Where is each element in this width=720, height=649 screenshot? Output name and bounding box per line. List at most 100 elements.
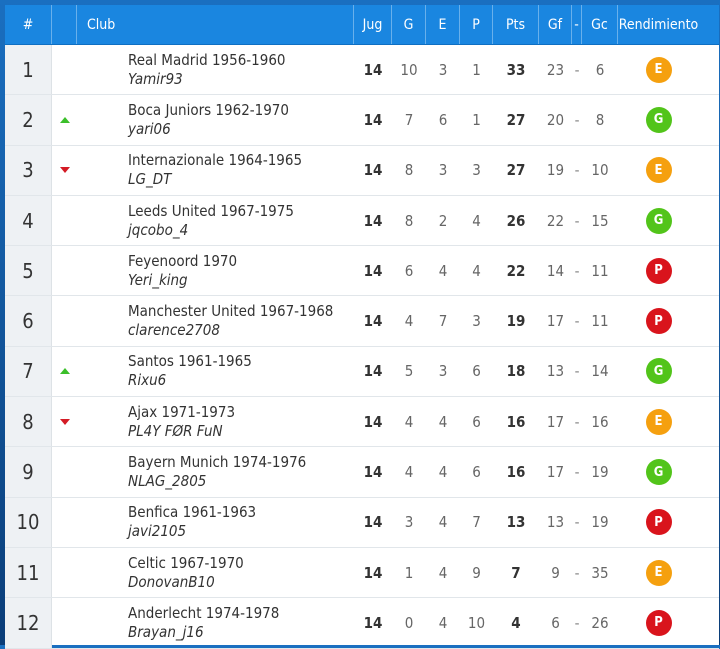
manager-username[interactable]: DonovanB10 [128, 572, 215, 591]
won-cell: 4 [404, 463, 414, 482]
manager-username[interactable]: Rixu6 [128, 371, 167, 390]
club-cell[interactable]: Benfica 1961-1963 javi2105 [77, 498, 354, 547]
team-name[interactable]: Benfica 1961-1963 [128, 503, 257, 522]
points-cell: 16 [506, 412, 526, 431]
table-row[interactable]: 12 Anderlecht 1974-1978 Brayan_j16 14 0 4 10 4 6… [5, 598, 719, 649]
manager-username[interactable]: PL4Y FØR FuN [128, 421, 223, 440]
table-row[interactable]: 7 Santos 1961-1965 Rixu6 14 5 3 6 18 13-14 G [5, 346, 719, 398]
team-name[interactable]: Leeds United 1967-1975 [128, 201, 294, 220]
goals-for-cell: 19 [546, 161, 565, 180]
performance-cell: P [618, 246, 699, 295]
performance-badge: E [645, 559, 672, 586]
table-row[interactable]: 4 Leeds United 1967-1975 jqcobo_4 14 8 2 4 26 22… [5, 195, 719, 247]
table-row[interactable]: 3 Internazionale 1964-1965 LG_DT 14 8 3 3 27 19-… [5, 145, 719, 196]
points-cell: 22 [506, 261, 526, 280]
played-cell: 14 [363, 412, 383, 431]
played-cell: 14 [363, 312, 383, 331]
performance-badge: G [645, 459, 672, 486]
manager-username[interactable]: yari06 [128, 119, 171, 138]
table-row[interactable]: 6 Manchester United 1967-1968 clarence2708… [5, 296, 719, 347]
team-name[interactable]: Bayern Munich 1974-1976 [128, 453, 307, 472]
points-cell: 16 [506, 463, 526, 482]
header-points[interactable]: Pts [493, 5, 539, 44]
movement-cell [52, 598, 77, 647]
table-row[interactable]: 9 Bayern Munich 1974-1976 NLAG_2805 14 4 4 6 16… [5, 447, 719, 498]
header-goals-for[interactable]: Gf [539, 5, 572, 44]
goals-against-cell: 15 [591, 211, 609, 230]
header-won[interactable]: G [392, 5, 426, 44]
manager-username[interactable]: javi2105 [128, 522, 187, 541]
lost-cell: 10 [467, 613, 486, 632]
club-cell[interactable]: Ajax 1971-1973 PL4Y FØR FuN [77, 397, 354, 446]
header-goals-against[interactable]: Gc [582, 5, 618, 44]
position-cell: 6 [5, 296, 52, 346]
performance-cell: E [618, 548, 699, 597]
club-cell[interactable]: Celtic 1967-1970 DonovanB10 [77, 548, 354, 597]
header-position[interactable]: # [5, 5, 52, 44]
position-cell: 1 [5, 45, 52, 95]
drawn-cell: 3 [438, 362, 448, 381]
table-row[interactable]: 2 Boca Juniors 1962-1970 yari06 14 7 6 1 27 20-8… [5, 95, 719, 146]
movement-cell [52, 548, 77, 597]
team-name[interactable]: Manchester United 1967-1968 [128, 302, 334, 321]
drawn-cell: 4 [438, 261, 448, 280]
movement-cell [52, 296, 77, 345]
points-cell: 26 [506, 211, 526, 230]
header-drawn[interactable]: E [426, 5, 460, 44]
club-cell[interactable]: Leeds United 1967-1975 jqcobo_4 [77, 196, 354, 245]
goals-for-cell: 13 [546, 513, 565, 532]
table-row[interactable]: 8 Ajax 1971-1973 PL4Y FØR FuN 14 4 4 6 16 17-16 E [5, 397, 719, 448]
team-name[interactable]: Celtic 1967-1970 [128, 553, 244, 572]
goals-for-cell: 20 [546, 110, 565, 129]
lost-cell: 3 [472, 161, 481, 180]
team-name[interactable]: Feyenoord 1970 [128, 251, 238, 270]
played-cell: 14 [363, 463, 383, 482]
drawn-cell: 3 [438, 161, 448, 180]
club-cell[interactable]: Feyenoord 1970 Yeri_king [77, 246, 354, 295]
position-cell: 9 [5, 447, 52, 497]
club-cell[interactable]: Bayern Munich 1974-1976 NLAG_2805 [77, 447, 354, 496]
table-row[interactable]: 5 Feyenoord 1970 Yeri_king 14 6 4 4 22 14-11 P [5, 246, 719, 297]
club-cell[interactable]: Anderlecht 1974-1978 Brayan_j16 [77, 598, 354, 647]
performance-badge: P [645, 609, 672, 636]
team-name[interactable]: Anderlecht 1974-1978 [128, 603, 280, 622]
header-separator: - [572, 5, 582, 44]
header-performance[interactable]: Rendimiento [618, 16, 699, 33]
goals-for-cell: 17 [546, 463, 565, 482]
team-name[interactable]: Boca Juniors 1962-1970 [128, 100, 289, 119]
manager-username[interactable]: Brayan_j16 [128, 622, 204, 641]
manager-username[interactable]: clarence2708 [128, 321, 220, 340]
table-row[interactable]: 10 Benfica 1961-1963 javi2105 14 3 4 7 13 13-19 P [5, 497, 719, 548]
played-cell: 14 [363, 613, 383, 632]
club-cell[interactable]: Boca Juniors 1962-1970 yari06 [77, 95, 354, 144]
header-club[interactable]: Club [77, 5, 354, 44]
goals-separator: - [574, 563, 580, 582]
points-cell: 19 [506, 312, 526, 331]
goals-against-cell: 14 [591, 362, 609, 381]
team-name[interactable]: Ajax 1971-1973 [128, 402, 236, 421]
club-cell[interactable]: Real Madrid 1956-1960 Yamir93 [77, 45, 354, 94]
points-cell: 7 [511, 563, 521, 582]
team-name[interactable]: Internazionale 1964-1965 [128, 151, 303, 170]
club-cell[interactable]: Santos 1961-1965 Rixu6 [77, 347, 354, 396]
lost-cell: 3 [472, 312, 481, 331]
header-played[interactable]: Jug [354, 5, 392, 44]
table-row[interactable]: 1 Real Madrid 1956-1960 Yamir93 14 10 3 1 33 23-… [5, 45, 719, 96]
manager-username[interactable]: NLAG_2805 [128, 472, 207, 491]
goals-separator: - [574, 161, 580, 180]
manager-username[interactable]: Yeri_king [128, 270, 188, 289]
club-cell[interactable]: Manchester United 1967-1968 clarence2708 [77, 296, 354, 345]
table-row[interactable]: 11 Celtic 1967-1970 DonovanB10 14 1 4 9 7 9-35 E [5, 547, 719, 599]
goals-for-cell: 17 [546, 412, 565, 431]
manager-username[interactable]: LG_DT [128, 170, 172, 189]
goals-separator: - [574, 412, 580, 431]
header-lost[interactable]: P [460, 5, 493, 44]
club-cell[interactable]: Internazionale 1964-1965 LG_DT [77, 146, 354, 195]
won-cell: 8 [404, 161, 414, 180]
team-name[interactable]: Santos 1961-1965 [128, 352, 252, 371]
manager-username[interactable]: Yamir93 [128, 69, 183, 88]
won-cell: 4 [404, 412, 414, 431]
manager-username[interactable]: jqcobo_4 [128, 220, 189, 239]
drawn-cell: 4 [438, 463, 448, 482]
team-name[interactable]: Real Madrid 1956-1960 [128, 50, 286, 69]
